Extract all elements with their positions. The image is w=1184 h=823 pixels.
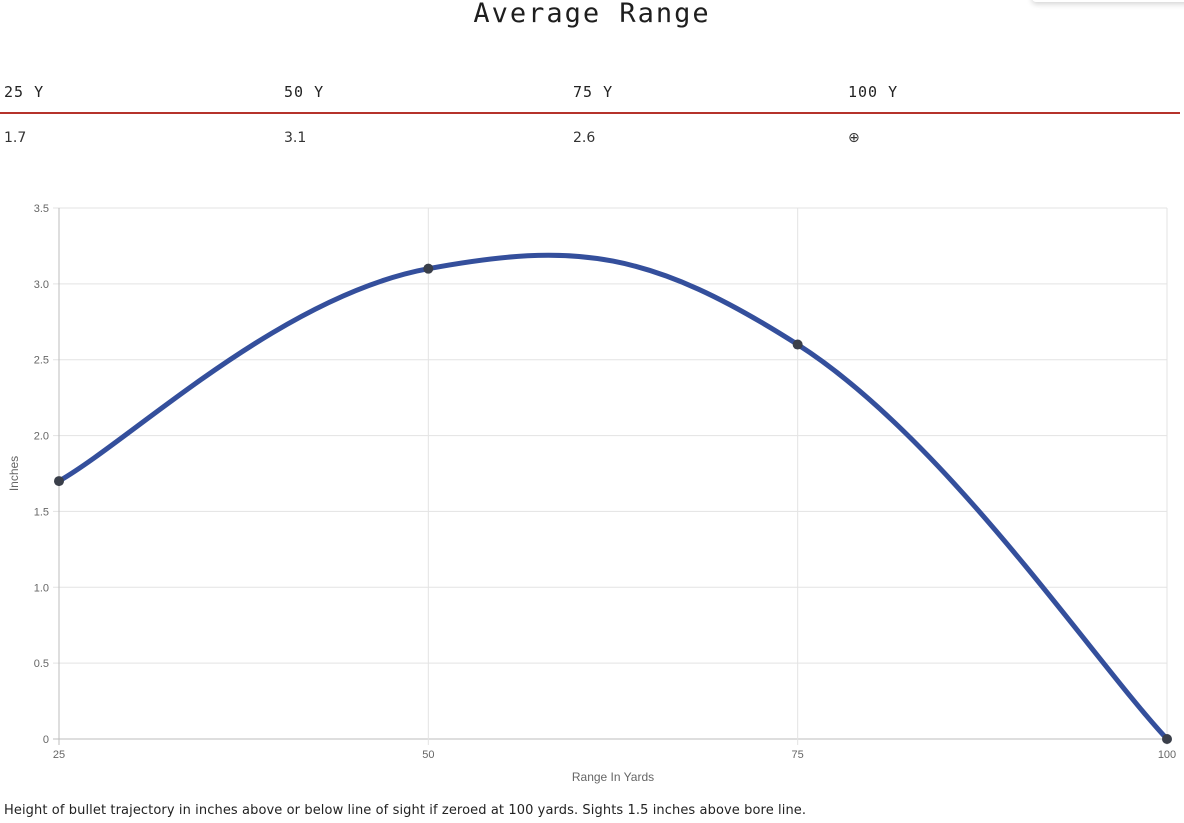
y-tick-label: 2.0: [34, 431, 49, 443]
header-50y: 50 Y: [284, 83, 325, 101]
header-100y: 100 Y: [848, 83, 899, 101]
corner-shadow: [1032, 0, 1184, 2]
value-50y: 3.1: [284, 130, 307, 146]
data-point: [54, 476, 64, 487]
trajectory-chart: 0 0.5 1.0 1.5 2.0 2.5 3.0 3.5 25 50 75 100 Range In …: [7, 203, 1176, 784]
x-axis-title: Range In Yards: [572, 770, 654, 784]
data-point: [1162, 734, 1172, 744]
x-tick-label: 100: [1158, 749, 1176, 761]
chart-caption: Height of bullet trajectory in inches ab…: [4, 803, 807, 818]
range-table-row: 1.7 3.1 2.6 ⊕: [0, 114, 1180, 154]
y-tick-label: 1.5: [34, 506, 49, 518]
zero-crosshair-icon: ⊕: [848, 130, 860, 146]
page-title: Average Range: [473, 0, 711, 29]
y-tick-label: 0.5: [34, 658, 49, 670]
y-tick-label: 3.0: [34, 279, 49, 291]
y-axis-title: Inches: [7, 456, 21, 491]
header-25y: 25 Y: [4, 83, 45, 101]
data-point: [423, 263, 434, 274]
y-tick-label: 2.5: [34, 355, 49, 367]
x-tick-label: 75: [792, 749, 804, 761]
y-tick-label: 0: [43, 734, 49, 746]
data-point: [792, 339, 803, 350]
trajectory-line: [56, 252, 1170, 742]
x-tick-label: 25: [53, 749, 65, 761]
range-table: 25 Y 50 Y 75 Y 100 Y 1.7 3.1 2.6 ⊕: [0, 80, 1180, 154]
range-table-header: 25 Y 50 Y 75 Y 100 Y: [0, 80, 1180, 114]
y-tick-label: 1.0: [34, 582, 49, 594]
x-tick-label: 50: [422, 749, 434, 761]
value-25y: 1.7: [4, 130, 27, 146]
y-tick-label: 3.5: [34, 203, 49, 215]
header-75y: 75 Y: [573, 83, 614, 101]
value-75y: 2.6: [573, 130, 596, 146]
